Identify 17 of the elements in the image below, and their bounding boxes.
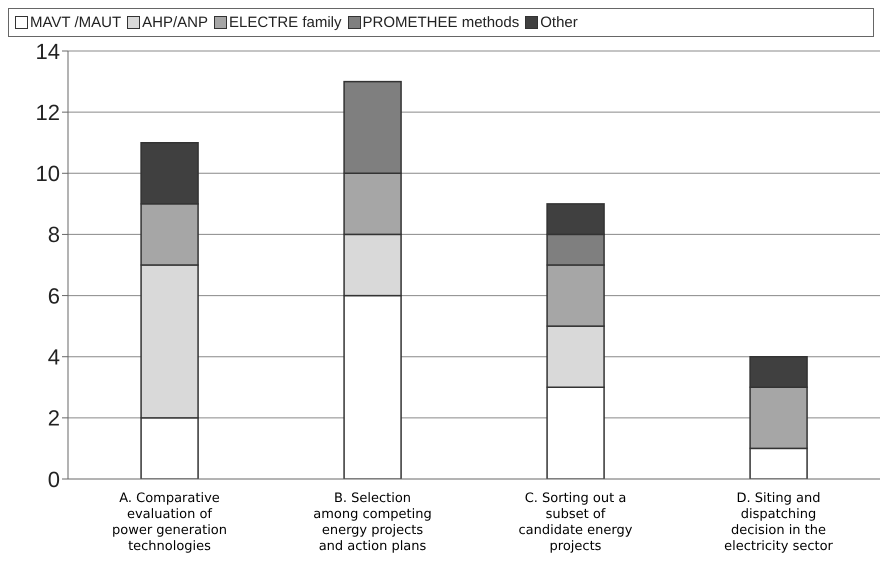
x-tick-label: C. Sorting out a subset of candidate energy projects — [518, 491, 633, 554]
x-tick-label: B. Selection among competing energy projects and action plans — [313, 491, 432, 554]
y-tick-label: 8 — [48, 222, 60, 248]
y-tick-label: 14 — [36, 38, 60, 64]
x-tick-label: A. Comparative evaluation of power generation technologies — [112, 491, 228, 554]
legend-label: ELECTRE family — [228, 14, 342, 31]
legend-label: PROMETHEE methods — [362, 14, 520, 31]
y-tick-label: 10 — [36, 161, 60, 186]
y-tick-label: 6 — [48, 283, 60, 308]
legend-label: Other — [539, 14, 578, 31]
legend-label: MAVT /MAUT — [29, 14, 122, 31]
y-tick-label: 12 — [36, 100, 60, 125]
y-tick-label: 0 — [48, 466, 60, 492]
y-tick-label: 2 — [48, 406, 60, 431]
x-tick-label: D. Siting and dispatching decision in the electricity sector — [724, 491, 834, 554]
legend-label: AHP/ANP — [141, 14, 208, 31]
y-tick-label: 4 — [48, 344, 60, 370]
